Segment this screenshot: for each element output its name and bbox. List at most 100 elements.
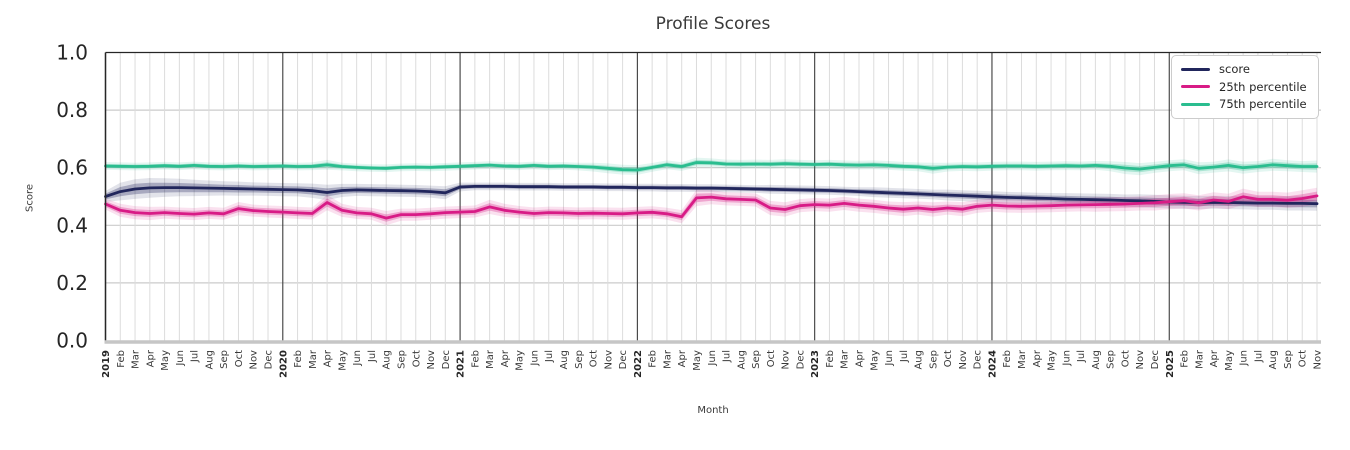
x-tick-label: Sep [928, 350, 939, 369]
x-tick-label: Jul [1076, 350, 1087, 363]
x-tick-label: Aug [1091, 350, 1102, 370]
x-tick-label: May [692, 350, 703, 371]
x-tick-label: Apr [1209, 349, 1220, 367]
x-tick-label: Feb [1002, 350, 1013, 368]
x-tick-label: Jun [1061, 350, 1072, 367]
percentile75-line-swatch [1181, 103, 1210, 107]
x-tick-label: Nov [958, 350, 969, 370]
x-tick-label: Mar [485, 349, 496, 369]
x-tick-label: Oct [943, 350, 954, 367]
x-tick-label: Nov [781, 350, 792, 370]
x-tick-label: Aug [1268, 350, 1279, 370]
x-tick-label: May [1047, 350, 1058, 371]
x-tick-label: 2023 [810, 350, 821, 378]
x-tick-label: Feb [648, 350, 659, 368]
x-tick-label: 2020 [278, 350, 289, 378]
x-tick-label: May [337, 350, 348, 371]
x-tick-label: Oct [589, 350, 600, 367]
x-tick-label: Nov [1135, 350, 1146, 370]
percentile25-line-swatch [1181, 85, 1210, 89]
x-tick-label: Feb [116, 350, 127, 368]
x-tick-label: Apr [500, 349, 511, 367]
x-tick-label: Oct [766, 350, 777, 367]
series-line [104, 161, 1319, 172]
x-tick-label: Oct [1120, 350, 1131, 367]
x-tick-label: Sep [1106, 350, 1117, 369]
x-tick-label: 2021 [456, 350, 467, 378]
x-tick-label: Jun [1239, 350, 1250, 367]
x-tick-label: Dec [795, 350, 806, 369]
x-tick-label: Mar [308, 349, 319, 369]
score-line-swatch [1181, 67, 1210, 71]
x-tick-label: Dec [1150, 350, 1161, 369]
legend-label-score: score [1219, 62, 1250, 76]
x-tick-label: Aug [204, 350, 215, 370]
x-tick-label: May [515, 350, 526, 371]
x-tick-label: Feb [293, 350, 304, 368]
y-axis-title: Score [24, 183, 36, 213]
x-tick-label: Apr [323, 349, 334, 367]
x-tick-label: Sep [574, 350, 585, 369]
x-tick-label: Aug [559, 350, 570, 370]
x-tick-label: Jul [1253, 350, 1264, 363]
x-tick-label: Dec [618, 350, 629, 369]
x-tick-label: 2024 [987, 350, 998, 378]
x-tick-label: Feb [470, 350, 481, 368]
legend-item-score: score [1181, 63, 1307, 76]
x-tick-label: 2022 [633, 350, 644, 378]
y-tick-label: 1.0 [56, 41, 88, 65]
y-tick-label: 0.8 [56, 98, 88, 122]
x-tick-label: Jun [707, 350, 718, 367]
x-axis-title: Month [697, 405, 729, 416]
x-tick-label: Feb [825, 350, 836, 368]
x-tick-label: Mar [662, 349, 673, 369]
x-tick-label: Aug [382, 350, 393, 370]
x-tick-label: Nov [426, 350, 437, 370]
confidence-band [105, 157, 1317, 176]
x-tick-label: Apr [1032, 349, 1043, 367]
x-tick-label: Jun [529, 350, 540, 367]
legend-item-75th-percentile: 75th percentile [1181, 98, 1307, 111]
x-tick-label: Dec [264, 350, 275, 369]
x-tick-label: Aug [736, 350, 747, 370]
legend: score 25th percentile 75th percentile [1171, 55, 1319, 119]
x-tick-label: Jun [352, 350, 363, 367]
series-line [104, 185, 1319, 206]
legend-label-25th-percentile: 25th percentile [1219, 79, 1307, 94]
y-tick-label: 0.6 [56, 156, 88, 180]
x-tick-label: Jul [544, 350, 555, 363]
confidence-band [105, 178, 1317, 211]
x-tick-label: Mar [131, 349, 142, 369]
x-tick-label: Jul [899, 350, 910, 363]
x-tick-label: Jun [884, 350, 895, 367]
x-tick-label: Sep [219, 350, 230, 369]
x-tick-label: Jun [175, 350, 186, 367]
x-tick-label: May [869, 350, 880, 371]
x-tick-label: Oct [234, 350, 245, 367]
x-tick-label: Mar [1017, 349, 1028, 369]
x-tick-label: Nov [1313, 350, 1324, 370]
x-tick-label: Feb [1180, 350, 1191, 368]
y-tick-label: 0.0 [56, 329, 88, 353]
x-tick-label: Jul [190, 350, 201, 363]
x-tick-label: May [1224, 350, 1235, 371]
y-tick-label: 0.4 [56, 213, 88, 237]
x-tick-label: Dec [973, 350, 984, 369]
x-tick-label: Jul [367, 350, 378, 363]
x-tick-label: Mar [1194, 349, 1205, 369]
confidence-band [105, 182, 1317, 208]
y-tick-label: 0.2 [56, 271, 88, 295]
x-tick-label: Nov [603, 350, 614, 370]
x-tick-label: May [160, 350, 171, 371]
x-tick-label: Sep [751, 350, 762, 369]
x-tick-label: Jul [722, 350, 733, 363]
x-tick-label: Apr [677, 349, 688, 367]
x-tick-label: Apr [145, 349, 156, 367]
x-tick-label: Apr [854, 349, 865, 367]
x-tick-label: Aug [914, 350, 925, 370]
x-tick-label: 2025 [1165, 350, 1176, 378]
x-tick-label: Nov [249, 350, 260, 370]
x-tick-label: Mar [840, 349, 851, 369]
